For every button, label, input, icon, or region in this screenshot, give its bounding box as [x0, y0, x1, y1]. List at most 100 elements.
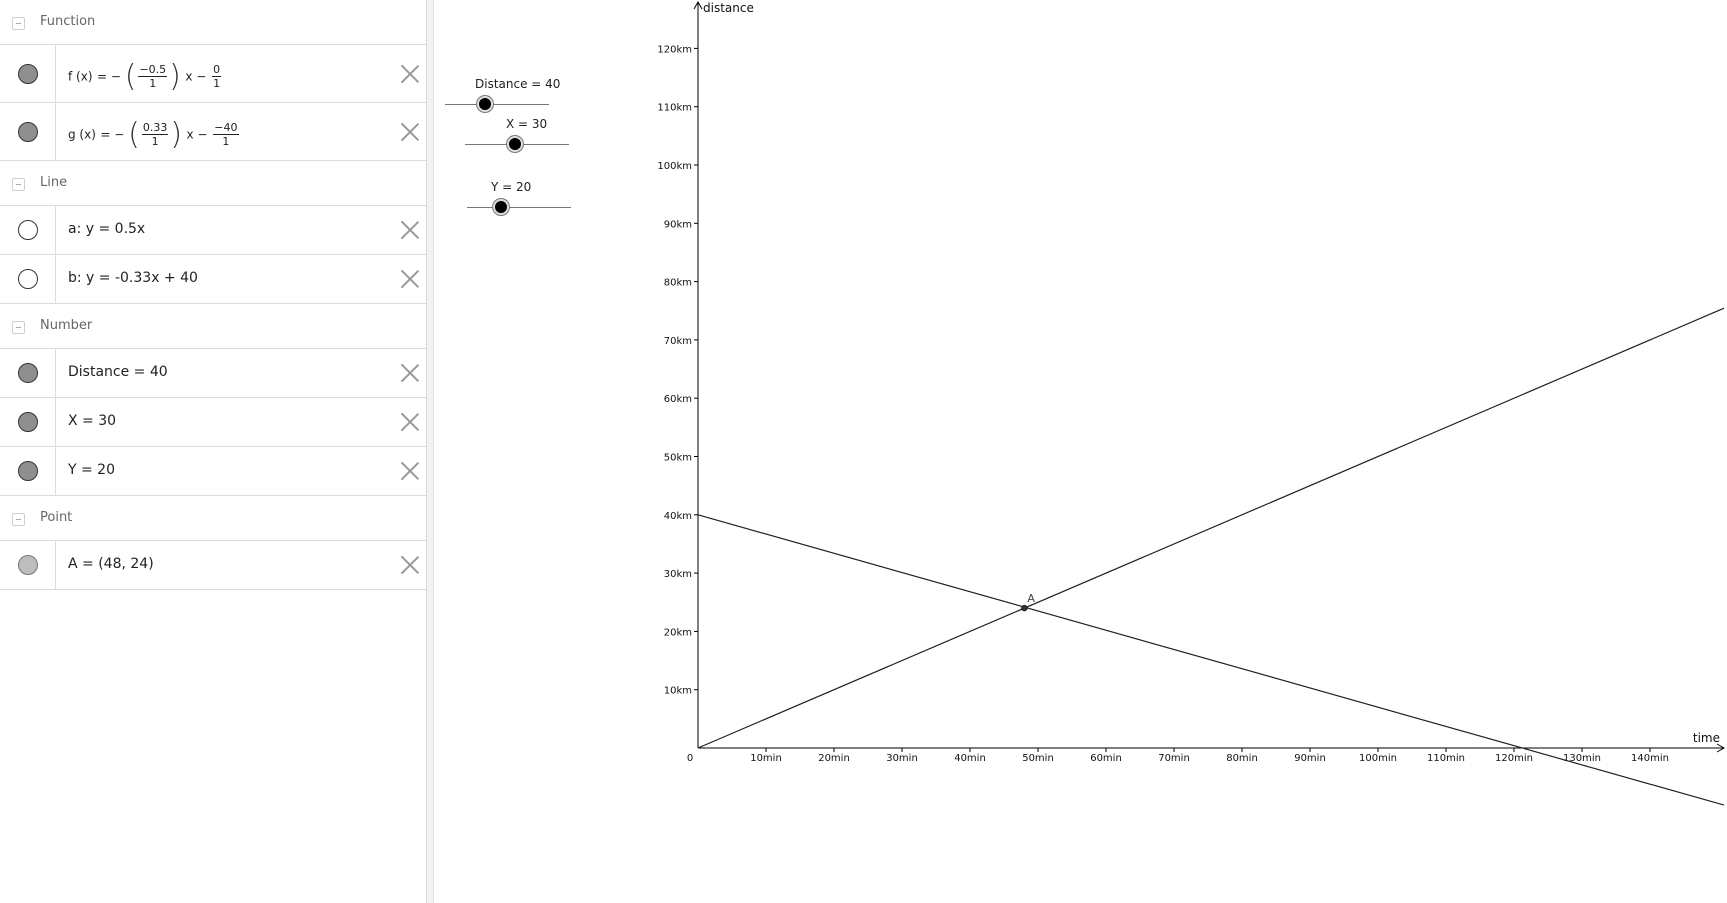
slider-knob[interactable] [507, 136, 523, 152]
algebra-item-y[interactable]: Y = 20 [0, 447, 426, 496]
collapse-icon[interactable] [12, 513, 25, 526]
function-name: g (x) [68, 127, 96, 142]
x-tick-label: 40min [954, 753, 986, 764]
y-tick-label: 100km [657, 161, 692, 172]
point-label: A [1027, 592, 1035, 605]
denominator: 1 [213, 77, 221, 90]
slider-knob[interactable] [493, 199, 509, 215]
x-tick-label: 80min [1226, 753, 1258, 764]
origin-label: 0 [687, 753, 693, 764]
algebra-item-line-a[interactable]: a: y = 0.5x [0, 206, 426, 255]
y-tick-label: 70km [664, 336, 692, 347]
collapse-icon[interactable] [12, 17, 25, 30]
x-tick-label: 140min [1631, 753, 1669, 764]
y-tick-label: 120km [657, 44, 692, 55]
line-b-expression[interactable]: b: y = -0.33x + 40 [68, 270, 198, 286]
x-tick-label: 100min [1359, 753, 1397, 764]
visibility-dot-icon[interactable] [18, 269, 38, 289]
y-tick-label: 110km [657, 103, 692, 114]
category-line[interactable]: Line [0, 161, 426, 206]
visibility-toggle[interactable] [0, 541, 56, 589]
fraction: 0.33 1 [141, 121, 169, 148]
x-tick-label: 50min [1022, 753, 1054, 764]
y-tick-label: 90km [664, 219, 692, 230]
numerator: −40 [213, 121, 239, 135]
y-tick-label: 80km [664, 278, 692, 289]
algebra-item-line-b[interactable]: b: y = -0.33x + 40 [0, 255, 426, 304]
slider-knob[interactable] [477, 96, 493, 112]
visibility-dot-icon[interactable] [18, 412, 38, 432]
visibility-dot-icon[interactable] [18, 64, 38, 84]
algebra-item-g[interactable]: g (x) = − (0.33 1) x − −40 1 [0, 103, 426, 161]
x-tick-label: 90min [1294, 753, 1326, 764]
point-A[interactable] [1021, 604, 1028, 612]
x-tick-label: 20min [818, 753, 850, 764]
y-expression[interactable]: Y = 20 [68, 462, 115, 478]
y-axis-label: distance [703, 1, 754, 15]
denominator: 1 [222, 135, 230, 148]
y-tick-label: 20km [664, 627, 692, 638]
visibility-dot-icon[interactable] [18, 122, 38, 142]
series-line-a[interactable] [697, 307, 1725, 749]
y-tick-label: 60km [664, 394, 692, 405]
category-label: Line [40, 175, 68, 190]
numerator: 0 [212, 63, 222, 77]
fraction: −0.5 1 [138, 63, 168, 90]
x-axis-label: time [1693, 731, 1720, 745]
visibility-dot-icon[interactable] [18, 555, 38, 575]
collapse-icon[interactable] [12, 178, 25, 191]
function-g-expression[interactable]: g (x) = − (0.33 1) x − −40 1 [68, 117, 239, 152]
visibility-toggle[interactable] [0, 255, 56, 303]
category-function[interactable]: Function [0, 0, 426, 45]
visibility-toggle[interactable] [0, 45, 56, 102]
slider-track[interactable] [445, 104, 549, 105]
series-line-b[interactable] [697, 514, 1725, 806]
slider-track[interactable] [467, 207, 571, 208]
distance-expression[interactable]: Distance = 40 [68, 364, 168, 380]
visibility-toggle[interactable] [0, 349, 56, 397]
y-tick-label: 40km [664, 511, 692, 522]
slider-label: Distance = 40 [475, 77, 561, 91]
y-tick-label: 50km [664, 453, 692, 464]
collapse-icon[interactable] [12, 321, 25, 334]
x-tick-label: 30min [886, 753, 918, 764]
category-point[interactable]: Point [0, 496, 426, 541]
algebra-item-distance[interactable]: Distance = 40 [0, 349, 426, 398]
numerator: −0.5 [138, 63, 168, 77]
category-label: Point [40, 510, 73, 525]
x-tick-label: 60min [1090, 753, 1122, 764]
visibility-toggle[interactable] [0, 206, 56, 254]
function-name: f (x) [68, 69, 93, 84]
fraction: −40 1 [213, 121, 239, 148]
x-expression[interactable]: X = 30 [68, 413, 117, 429]
denominator: 1 [149, 77, 157, 90]
visibility-toggle[interactable] [0, 398, 56, 446]
slider-label: X = 30 [506, 117, 548, 131]
x-tick-label: 70min [1158, 753, 1190, 764]
visibility-toggle[interactable] [0, 447, 56, 495]
x-tick-label: 130min [1563, 753, 1601, 764]
line-a-expression[interactable]: a: y = 0.5x [68, 221, 146, 237]
category-label: Number [40, 318, 93, 333]
visibility-dot-icon[interactable] [18, 363, 38, 383]
algebra-item-x[interactable]: X = 30 [0, 398, 426, 447]
visibility-toggle[interactable] [0, 103, 56, 160]
view-divider[interactable] [426, 0, 434, 903]
category-number[interactable]: Number [0, 304, 426, 349]
x-tick-label: 110min [1427, 753, 1465, 764]
visibility-dot-icon[interactable] [18, 461, 38, 481]
numerator: 0.33 [141, 121, 169, 135]
y-tick-label: 30km [664, 569, 692, 580]
slider-label: Y = 20 [491, 180, 532, 194]
category-label: Function [40, 14, 96, 29]
algebra-item-point-a[interactable]: A = (48, 24) [0, 541, 426, 590]
y-axis-arrow [693, 0, 703, 10]
visibility-dot-icon[interactable] [18, 220, 38, 240]
point-a-expression[interactable]: A = (48, 24) [68, 556, 154, 572]
y-tick-label: 10km [664, 686, 692, 697]
